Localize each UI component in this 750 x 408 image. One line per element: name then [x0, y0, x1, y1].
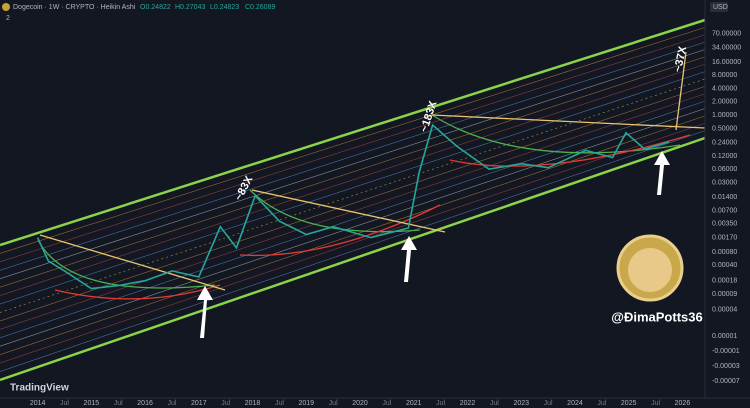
trend-curve	[251, 189, 446, 233]
channel-line	[0, 115, 706, 355]
trend-curve	[54, 284, 221, 300]
y-tick-label: 0.00009	[712, 291, 737, 298]
x-tick-label: 2015	[84, 400, 100, 407]
x-tick-label: 2016	[137, 400, 153, 407]
channel-line	[0, 122, 706, 364]
y-tick-label: 0.12000	[712, 153, 737, 160]
y-tick-label: 0.00080	[712, 249, 737, 256]
doge-face	[628, 248, 672, 292]
currency: USD	[713, 4, 728, 11]
annotation: ~37X	[672, 45, 689, 74]
x-tick-label: 2021	[406, 400, 422, 407]
x-tick-label: 2017	[191, 400, 207, 407]
trend-curve	[675, 51, 687, 131]
x-tick-label: 2024	[567, 400, 583, 407]
x-tick-label: Jul	[114, 400, 123, 407]
channel-line	[0, 18, 706, 247]
y-tick-label: 0.00018	[712, 278, 737, 285]
y-tick-label: -0.00003	[712, 363, 740, 370]
channel-line	[0, 130, 706, 372]
x-tick-label: Jul	[221, 400, 230, 407]
channel-line	[0, 71, 706, 305]
brand-logo: TradingView	[10, 383, 69, 394]
trend-curve	[239, 204, 441, 257]
y-tick-label: 0.01400	[712, 194, 737, 201]
channel-line	[0, 108, 706, 347]
symbol: Dogecoin · 1W · CRYPTO · Heikin Ashi	[13, 4, 136, 11]
indicator-count: 2	[6, 15, 10, 22]
x-tick-label: Jul	[329, 400, 338, 407]
y-tick-label: 70.00000	[712, 30, 741, 37]
x-tick-label: Jul	[275, 400, 284, 407]
currency-box	[710, 2, 728, 12]
channel-line	[0, 27, 706, 254]
y-tick-label: 0.00001	[712, 333, 737, 340]
x-tick-label: 2020	[352, 400, 368, 407]
y-tick-label: 0.00350	[712, 221, 737, 228]
y-tick-label: 0.00170	[712, 234, 737, 241]
y-tick-label: 0.06000	[712, 166, 737, 173]
y-tick-label: -0.00001	[712, 348, 740, 355]
trend-curve	[431, 114, 706, 129]
y-tick-label: -0.00007	[712, 378, 740, 385]
channel-line	[0, 63, 706, 296]
x-tick-label: Jul	[167, 400, 176, 407]
x-tick-label: 2023	[513, 400, 529, 407]
y-tick-label: 2.00000	[712, 99, 737, 106]
channel-line	[0, 86, 706, 322]
ohlc-open: O0.24822	[140, 4, 171, 11]
x-tick-label: Jul	[544, 400, 553, 407]
x-tick-label: Jul	[60, 400, 69, 407]
trend-curve	[37, 239, 216, 289]
y-tick-label: 16.00000	[712, 59, 741, 66]
x-tick-label: 2026	[675, 400, 691, 407]
y-tick-label: 0.50000	[712, 125, 737, 132]
x-tick-label: Jul	[382, 400, 391, 407]
channel-line	[0, 78, 706, 313]
y-tick-label: 0.00004	[712, 306, 737, 313]
symbol-icon	[2, 3, 10, 11]
x-tick-label: Jul	[436, 400, 445, 407]
channel-line	[0, 136, 706, 382]
watermark: @ĐimaPotts36	[611, 309, 702, 324]
y-tick-label: 8.00000	[712, 72, 737, 79]
channel-line	[0, 56, 706, 288]
ohlc-low: L0.24823	[210, 4, 239, 11]
ohlc-close: C0.26089	[245, 4, 275, 11]
price-line	[36, 123, 670, 290]
x-tick-label: 2019	[298, 400, 314, 407]
channel	[0, 18, 706, 382]
channel-line	[0, 49, 706, 280]
trend-curve	[39, 234, 226, 291]
y-tick-label: 0.00700	[712, 207, 737, 214]
y-tick-label: 4.00000	[712, 85, 737, 92]
x-tick-label: Jul	[597, 400, 606, 407]
y-tick-label: 0.00040	[712, 262, 737, 269]
arrows	[197, 151, 670, 338]
y-tick-label: 34.00000	[712, 44, 741, 51]
x-tick-label: 2014	[30, 400, 46, 407]
x-tick-label: 2025	[621, 400, 637, 407]
trend-curve	[431, 114, 681, 154]
y-tick-label: 0.03000	[712, 179, 737, 186]
x-tick-label: Jul	[651, 400, 660, 407]
y-tick-label: 0.24000	[712, 139, 737, 146]
x-tick-label: Jul	[490, 400, 499, 407]
channel-line	[0, 41, 706, 271]
x-tick-label: 2018	[245, 400, 261, 407]
channel-line	[0, 34, 706, 263]
x-tick-label: 2022	[460, 400, 476, 407]
y-tick-label: 1.00000	[712, 112, 737, 119]
ohlc-high: H0.27043	[175, 4, 205, 11]
